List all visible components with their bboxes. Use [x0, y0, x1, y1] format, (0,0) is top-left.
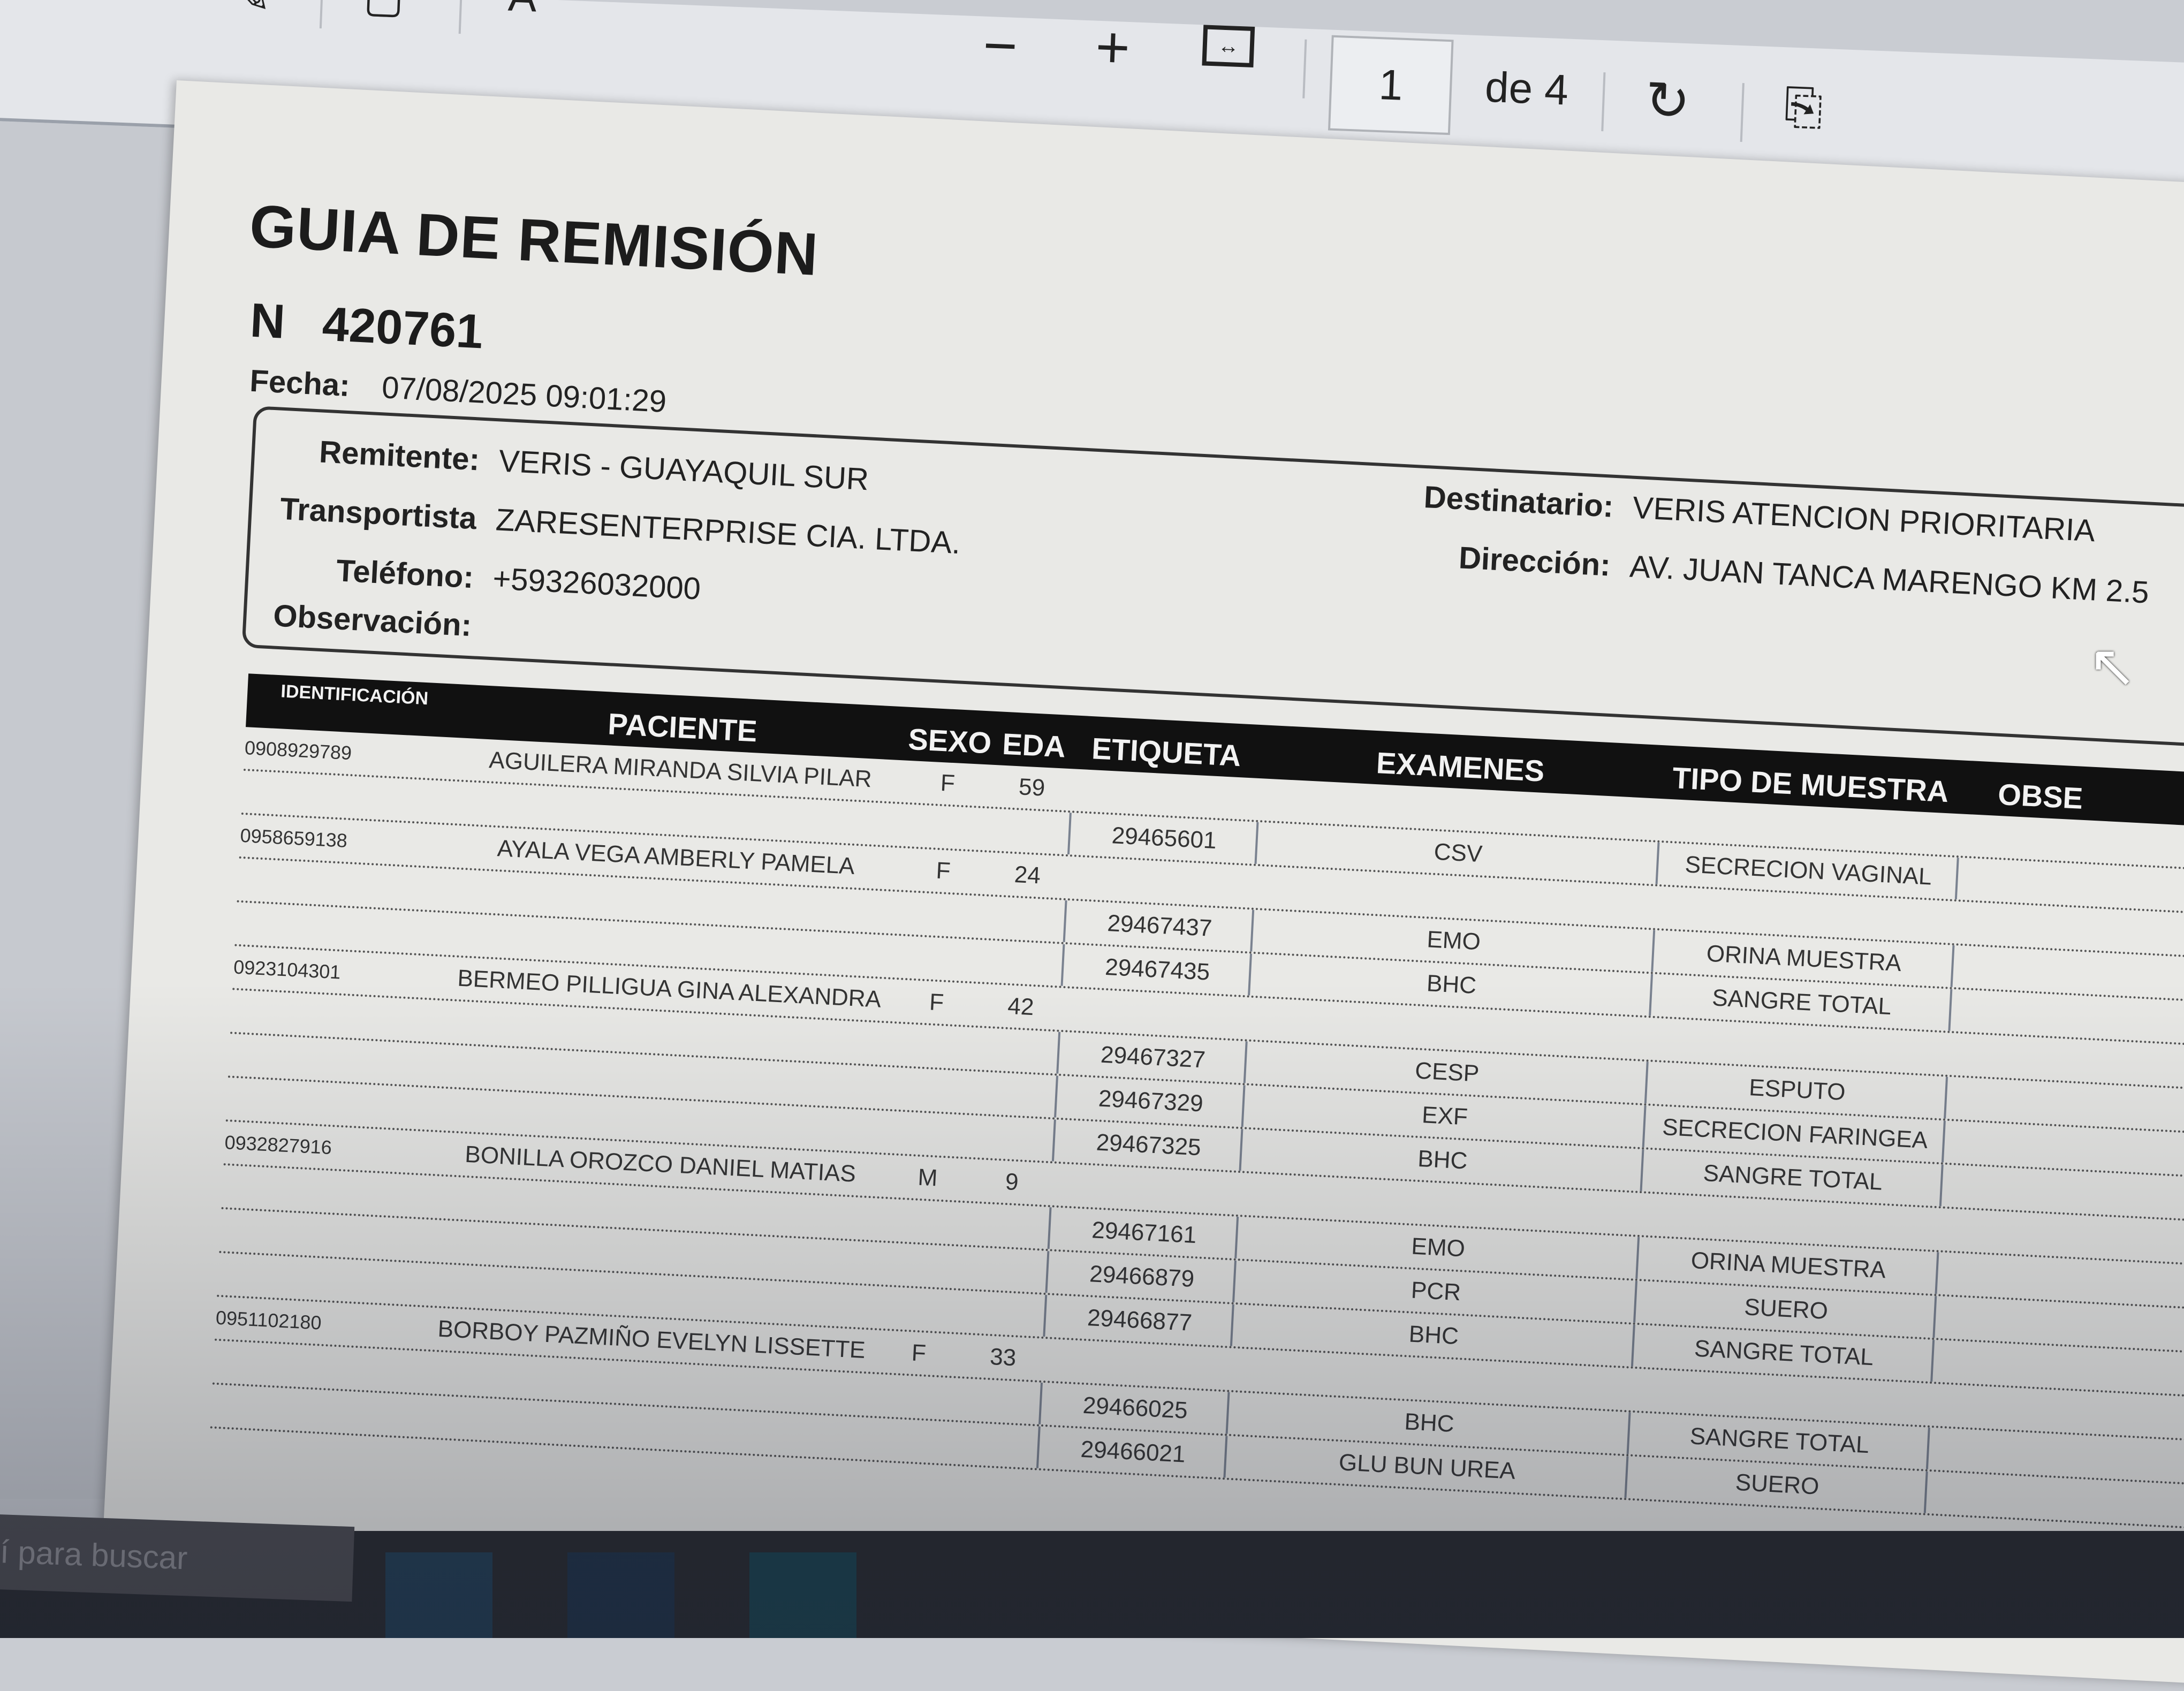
number-value: 420761 — [321, 297, 484, 359]
erase-icon[interactable]: ▢ — [362, 0, 405, 22]
transportista-field: Transportista ZARESENTERPRISE CIA. LTDA. — [251, 489, 961, 561]
telefono-field: Teléfono: +59326032000 — [248, 548, 702, 607]
sample-label: 29467327 — [1056, 1032, 1248, 1083]
sample-label: 29465601 — [1067, 813, 1259, 864]
sample-label: 29466879 — [1045, 1251, 1237, 1302]
remitente-label: Remitente: — [318, 434, 481, 477]
header-etiqueta: ETIQUETA — [1090, 731, 1242, 773]
sample-label: 29466877 — [1043, 1294, 1234, 1346]
toolbar-divider — [1740, 83, 1745, 142]
sample-label: 29467325 — [1051, 1119, 1243, 1171]
destinatario-value: VERIS ATENCION PRIORITARIA — [1632, 490, 2096, 549]
observacion-field: Observación: — [272, 597, 492, 644]
patient-sex: F — [928, 989, 945, 1016]
patient-age: 33 — [989, 1343, 1017, 1371]
sample-observation — [1948, 989, 2113, 1040]
taskbar — [0, 1531, 2184, 1638]
taskbar-app-icon[interactable] — [749, 1552, 856, 1638]
taskbar-search-input[interactable]: í para buscar — [0, 1513, 355, 1602]
sample-observation — [1925, 1427, 2091, 1478]
direccion-value: AV. JUAN TANCA MARENGO KM 2.5 — [1628, 549, 2150, 610]
toolbar-divider — [1302, 39, 1307, 98]
header-sexo: SEXO — [907, 722, 992, 760]
sample-observation — [1935, 1252, 2100, 1302]
patient-sex: M — [917, 1164, 938, 1192]
patient-sex: F — [911, 1339, 927, 1367]
fecha-value: 07/08/2025 09:01:29 — [381, 370, 668, 420]
transportista-value: ZARESENTERPRISE CIA. LTDA. — [495, 502, 961, 561]
sample-observation — [1954, 858, 2120, 908]
header-edad: EDA — [1002, 726, 1067, 764]
sample-label: 29467329 — [1054, 1075, 1246, 1127]
destinatario-field: Destinatario: VERIS ATENCION PRIORITARIA — [1377, 477, 2096, 549]
sample-observation — [1932, 1296, 2097, 1346]
sample-label: 29467437 — [1063, 900, 1255, 952]
sample-label: 29467161 — [1047, 1207, 1239, 1259]
number-label: N — [248, 293, 286, 349]
telefono-value: +59326032000 — [492, 561, 702, 606]
fit-width-icon[interactable]: ↔ — [1202, 25, 1255, 68]
patient-age: 24 — [1013, 861, 1042, 889]
table-body: 0908929789 AGUILERA MIRANDA SILVIA PILAR F… — [210, 727, 2184, 1534]
sample-observation — [1944, 1076, 2109, 1127]
document-number: N 420761 — [249, 293, 484, 360]
page-view-icon[interactable]: ⎘ — [1783, 80, 1824, 135]
transportista-label: Transportista — [279, 491, 477, 536]
sample-observation — [1923, 1471, 2089, 1521]
draw-icon[interactable]: ✎ — [234, 0, 272, 22]
direccion-label: Dirección: — [1458, 540, 1612, 583]
sample-observation — [1950, 945, 2115, 996]
remitente-field: Remitente: VERIS - GUAYAQUIL SUR — [254, 430, 870, 497]
patient-sex: F — [935, 857, 951, 884]
rotate-icon[interactable]: ↻ — [1644, 70, 1692, 132]
page-total: de 4 — [1484, 63, 1569, 114]
remitente-value: VERIS - GUAYAQUIL SUR — [498, 443, 870, 497]
destinatario-label: Destinatario: — [1423, 479, 1614, 524]
patient-age: 42 — [1007, 992, 1035, 1021]
sample-label: 29466025 — [1038, 1382, 1230, 1434]
observacion-label: Observación: — [272, 598, 473, 643]
taskbar-app-icon[interactable] — [385, 1552, 492, 1638]
taskbar-app-icon[interactable] — [567, 1552, 674, 1638]
text-icon[interactable]: A — [507, 0, 538, 21]
minus-icon[interactable]: − — [982, 12, 1019, 80]
direccion-field: Dirección: AV. JUAN TANCA MARENGO KM 2.5 — [1374, 535, 2150, 610]
plus-icon[interactable]: + — [1094, 13, 1132, 81]
remision-table: IDENTIFICACIÓN PACIENTE SEXO EDA ETIQUETA EXA… — [210, 673, 2184, 1534]
sample-label: 29466021 — [1036, 1426, 1228, 1478]
patient-sex: F — [939, 769, 956, 797]
sample-observation — [1930, 1339, 2095, 1390]
telefono-label: Teléfono: — [335, 553, 475, 595]
page-number-input[interactable]: 1 — [1328, 35, 1454, 135]
sample-observation — [1939, 1164, 2104, 1215]
fecha-label: Fecha: — [249, 363, 351, 404]
header-observacion: OBSE — [1997, 777, 2084, 815]
toolbar-divider — [1601, 72, 1606, 132]
observacion-value — [490, 609, 491, 644]
sample-label: 29467435 — [1060, 944, 1253, 996]
toolbar-divider — [319, 0, 324, 29]
patient-age: 9 — [1004, 1168, 1019, 1196]
mouse-cursor-icon: ↖ — [2088, 633, 2137, 699]
toolbar-divider — [458, 0, 463, 34]
document-title: GUIA DE REMISIÓN — [248, 192, 820, 288]
pdf-page: GUIA DE REMISIÓN N 420761 Fecha: 07/08/202… — [101, 80, 2184, 1691]
patient-age: 59 — [1018, 774, 1046, 801]
sample-observation — [1941, 1120, 2106, 1171]
